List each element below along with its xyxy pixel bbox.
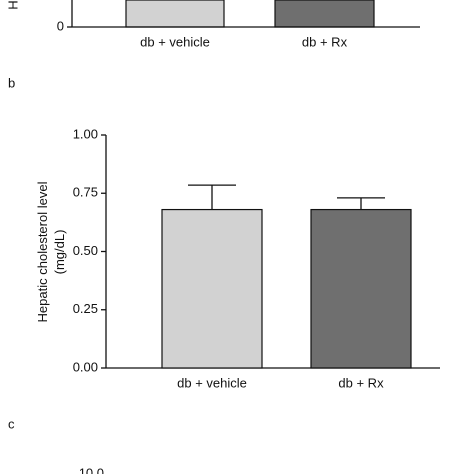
y-tick-label: 10.0 bbox=[79, 465, 104, 474]
y-tick-label: 1.00 bbox=[73, 126, 98, 141]
y-axis-label: Hepatic cholesterol level (mg/dL) bbox=[35, 181, 67, 322]
y-tick-label: 0.50 bbox=[73, 243, 98, 258]
panel-label: c bbox=[8, 416, 15, 431]
x-tick-label: db + Rx bbox=[302, 34, 348, 49]
x-tick-label: db + vehicle bbox=[177, 375, 247, 390]
y-tick-label: 0.75 bbox=[73, 185, 98, 200]
bar bbox=[310, 208, 412, 369]
panel-label: b bbox=[8, 75, 15, 90]
x-tick-label: db + Rx bbox=[338, 375, 384, 390]
bar bbox=[161, 208, 263, 369]
y-tick-label: 0.00 bbox=[73, 359, 98, 374]
y-tick-label: 0.25 bbox=[73, 301, 98, 316]
y-tick-label: 0 bbox=[57, 18, 64, 33]
bar-fragment bbox=[125, 0, 225, 28]
x-tick-label: db + vehicle bbox=[140, 34, 210, 49]
bar-fragment bbox=[274, 0, 375, 28]
y-axis-label: H bbox=[5, 0, 20, 9]
